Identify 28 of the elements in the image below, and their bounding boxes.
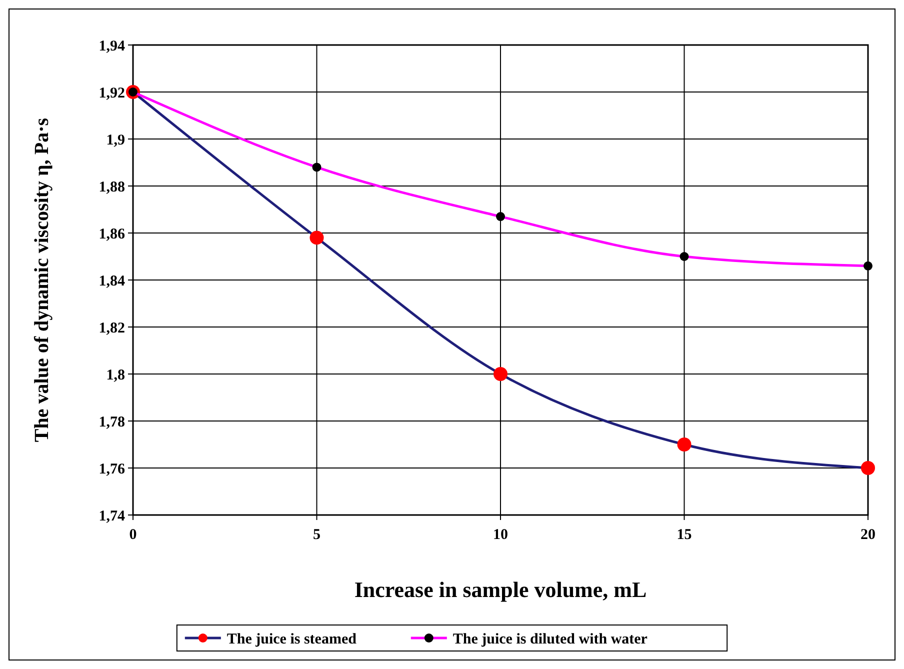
x-tick-label: 15	[676, 527, 692, 543]
y-tick-label: 1,92	[98, 85, 125, 102]
x-tick-label: 5	[313, 527, 320, 543]
x-axis-title: Increase in sample volume, mL	[354, 577, 647, 602]
x-tick-label: 0	[129, 527, 137, 543]
point	[310, 230, 324, 245]
point	[861, 461, 875, 475]
point	[677, 438, 692, 452]
point	[864, 261, 872, 270]
y-axis-title: The value of dynamic viscosity η, Pa·s	[31, 118, 53, 442]
y-tick-label: 1,88	[98, 179, 125, 196]
y-tick-label: 1,9	[106, 132, 125, 148]
y-tick-label: 1,78	[98, 414, 125, 430]
x-tick-label: 20	[860, 527, 876, 543]
y-tick-label: 1,94	[98, 38, 126, 54]
y-tick-label: 1,76	[98, 461, 126, 478]
y-tick-label: 1,84	[98, 273, 126, 290]
point	[680, 252, 689, 261]
x-tick-label: 10	[493, 527, 508, 543]
y-tick-label: 1,8	[106, 367, 125, 384]
y-tick-label: 1,74	[98, 508, 126, 524]
legend-label: The juice is steamed	[226, 631, 358, 648]
point	[312, 162, 322, 172]
point	[494, 367, 508, 381]
y-tick-label: 1,82	[98, 320, 125, 336]
legend-label: The juice is diluted with water	[452, 631, 648, 648]
point	[496, 212, 505, 222]
y-tick-label: 1,86	[98, 226, 126, 242]
